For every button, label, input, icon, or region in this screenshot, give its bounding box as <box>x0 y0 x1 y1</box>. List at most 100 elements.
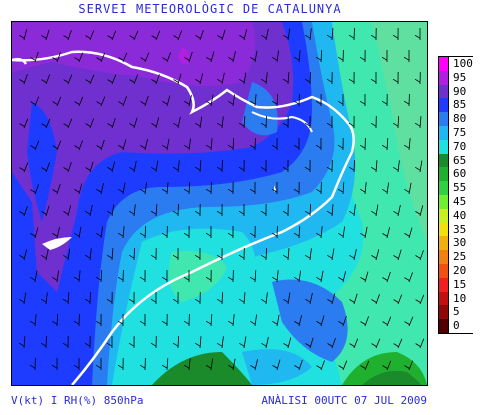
wind-barb <box>250 50 258 63</box>
wind-barb <box>338 315 347 327</box>
wind-barb <box>227 269 234 283</box>
legend-row: 60 <box>438 167 473 182</box>
legend-swatch <box>438 319 449 333</box>
legend-row: 25 <box>438 250 473 264</box>
wind-barb <box>326 204 334 217</box>
footer-analysis-time: ANÀLISI 00UTC 07 JUL 2009 <box>261 394 427 407</box>
wind-barb <box>415 250 424 261</box>
wind-barb <box>52 140 62 151</box>
wind-barb <box>30 51 39 63</box>
wind-barb <box>304 159 311 173</box>
wind-barb <box>95 270 103 283</box>
wind-barb <box>150 204 158 217</box>
wind-barb <box>84 335 91 349</box>
wind-barb <box>315 138 322 150</box>
wind-barb <box>128 291 135 305</box>
legend-row: 100 <box>438 57 473 71</box>
wind-barb <box>151 160 159 173</box>
footer-variable: V(kt) I RH(%) 850hPa <box>11 394 144 407</box>
wind-barb <box>51 270 59 283</box>
wind-barb <box>184 51 193 63</box>
coastline-west <box>12 57 28 65</box>
wind-barb <box>260 72 268 85</box>
wind-barb <box>106 336 113 348</box>
wind-barb <box>282 115 289 129</box>
wind-barb <box>62 292 70 305</box>
wind-barb <box>238 116 246 129</box>
wind-barb <box>304 71 311 85</box>
wind-barb <box>414 71 421 85</box>
wind-barb <box>327 248 335 261</box>
legend-swatch <box>438 112 449 126</box>
coastline <box>12 50 355 385</box>
wind-barb <box>85 30 95 41</box>
wind-barb <box>315 50 323 63</box>
legend-swatch <box>438 139 449 154</box>
wind-barb <box>206 94 214 107</box>
legend-row: 95 <box>438 70 473 85</box>
wind-barb <box>106 291 113 305</box>
wind-barb <box>305 292 313 305</box>
wind-barb <box>271 270 279 283</box>
wind-barb <box>261 336 269 349</box>
wind-barb <box>194 248 201 260</box>
wind-barb <box>348 71 355 85</box>
wind-barb <box>238 204 245 216</box>
wind-barb <box>304 115 311 129</box>
wind-barb <box>139 182 147 195</box>
wind-barb <box>19 73 28 85</box>
wind-barb <box>139 269 146 283</box>
legend-swatch <box>438 167 449 182</box>
wind-barb <box>216 203 223 217</box>
wind-barb <box>161 358 169 371</box>
wind-barb <box>414 116 422 129</box>
wind-barb <box>315 226 323 239</box>
wind-barb <box>51 357 58 371</box>
wind-barb <box>227 181 234 195</box>
wind-barb <box>327 293 336 305</box>
border-line <box>251 111 313 133</box>
humidity-patch-65-southeast <box>362 370 422 385</box>
wind-barb <box>238 159 245 173</box>
wind-barb <box>85 204 93 217</box>
wind-barb <box>393 249 402 261</box>
wind-barb <box>392 27 399 41</box>
wind-barb <box>117 357 124 371</box>
wind-barb <box>337 137 344 151</box>
wind-barb <box>415 338 425 349</box>
wind-barb <box>359 94 366 106</box>
wind-barb <box>63 205 72 217</box>
wind-barb <box>403 93 410 107</box>
legend-label: 55 <box>453 181 467 195</box>
wind-barb <box>95 226 103 239</box>
wind-barb <box>316 360 325 371</box>
wind-barb <box>393 338 403 349</box>
wind-barb <box>52 227 60 239</box>
wind-barb <box>205 181 212 195</box>
wind-barb <box>195 116 203 129</box>
wind-barb <box>360 271 369 283</box>
wind-barb <box>118 52 128 63</box>
wind-barb <box>238 292 246 305</box>
wind-barb <box>63 29 72 41</box>
wind-barb <box>293 226 301 239</box>
wind-barb <box>194 336 202 349</box>
wind-barb <box>74 226 82 239</box>
legend-swatch <box>438 277 449 292</box>
wind-barb <box>183 225 190 239</box>
wind-barb <box>272 314 280 327</box>
wind-barb <box>85 161 94 173</box>
wind-barb <box>73 358 80 370</box>
wind-barb <box>162 138 170 151</box>
wind-barb <box>29 314 37 327</box>
wind-barb <box>162 52 171 63</box>
island-west <box>42 237 72 250</box>
wind-barb <box>107 74 117 85</box>
legend-label: 35 <box>453 222 467 236</box>
wind-barb <box>62 335 69 349</box>
humidity-patch-68 <box>168 251 227 302</box>
wind-barb <box>194 160 202 173</box>
wind-barb <box>216 159 223 173</box>
wind-barb <box>19 29 28 41</box>
legend-label: 45 <box>453 194 467 208</box>
